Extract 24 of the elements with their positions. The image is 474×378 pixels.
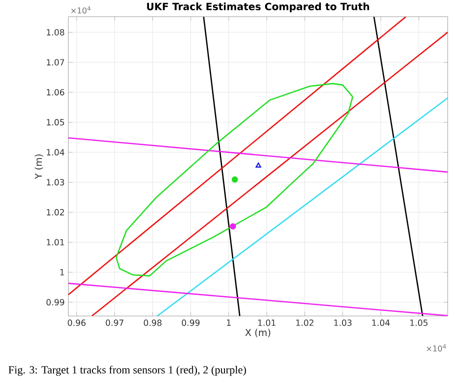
y-tick-label: 1.05 (46, 119, 64, 126)
x-tick-label: 1.05 (410, 320, 428, 326)
y-tick-label: 1.03 (46, 179, 64, 186)
x-tick-label: 1.01 (258, 320, 276, 326)
y-tick-label: 1.08 (46, 29, 64, 36)
x-tick-label: 1.03 (334, 320, 352, 326)
y-axis-title: Y (m) (34, 154, 44, 180)
caption: Fig. 3: Target 1 tracks from sensors 1 (red), 2 (purple) (8, 366, 246, 376)
y-tick-label: 0.99 (46, 299, 64, 306)
x-tick-label: 0.99 (182, 320, 200, 326)
x-tick-label: 1 (226, 320, 231, 326)
x-tick-label: 1.02 (296, 320, 314, 326)
y-tick-label: 1.04 (46, 149, 64, 156)
y-tick-label: 1.01 (46, 239, 64, 246)
y-tick-label: 1.07 (46, 59, 64, 66)
x-axis-title: X (m) (245, 328, 270, 338)
y-tick-label: 1.02 (46, 209, 64, 216)
y-tick-label: 1 (60, 269, 64, 276)
chart-title: UKF Track Estimates Compared to Truth (147, 2, 370, 12)
y-tick-label: 1.06 (46, 89, 64, 96)
x-tick-label: 1.04 (372, 320, 390, 326)
x-tick-label: 0.97 (106, 320, 124, 326)
x-tick-label: 0.96 (68, 320, 86, 326)
x-tick-label: 0.98 (144, 320, 162, 326)
